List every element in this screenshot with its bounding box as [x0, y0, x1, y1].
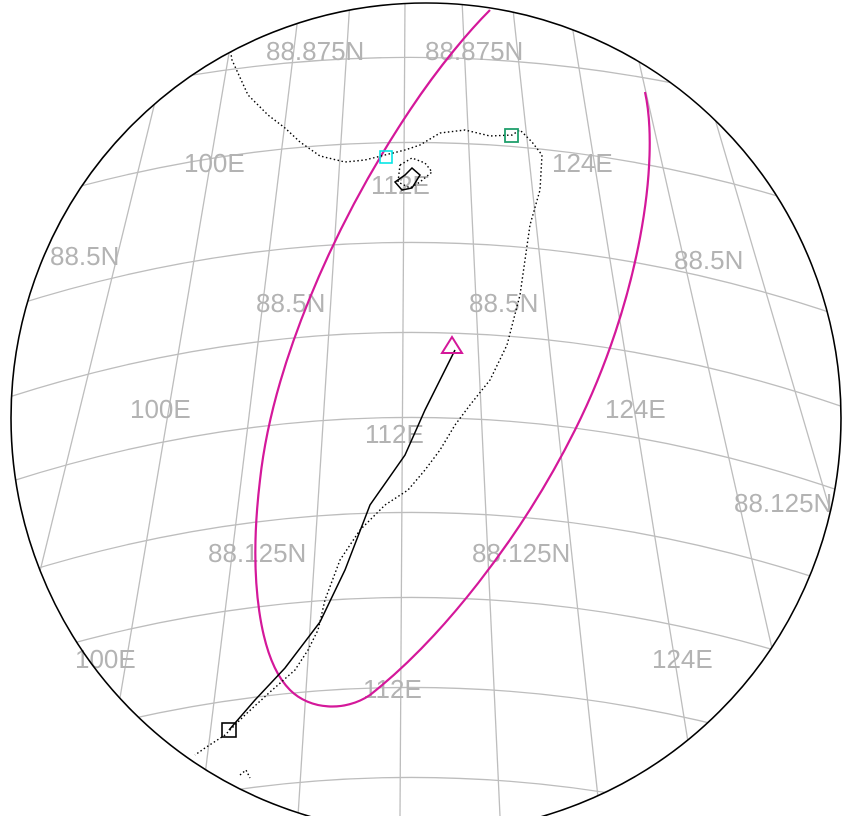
start-square-marker: [221, 722, 237, 738]
uncertainty-ellipse: [254, 9, 651, 708]
lon-label: 124E: [605, 394, 666, 424]
lat-label: 88.125N: [208, 538, 306, 568]
lat-label: 88.5N: [256, 288, 325, 318]
lat-line: [11, 596, 841, 676]
meridian: [11, 3, 131, 816]
lat-label: 88.875N: [425, 36, 523, 66]
dotted-loop: [397, 157, 433, 189]
lon-label: 100E: [130, 394, 191, 424]
end-triangle-marker: [440, 335, 464, 354]
meridian: [297, 3, 351, 816]
lon-label: 100E: [184, 148, 245, 178]
lat-line: [11, 416, 841, 496]
lat-line: [11, 241, 841, 321]
meridian: [199, 3, 301, 816]
lat-line: [11, 776, 841, 816]
meridian: [739, 3, 841, 816]
solid-loop: [393, 166, 421, 191]
dotted-coast-fragment: [239, 768, 251, 779]
grid-labels: 88.875N 88.875N 100E 112E 124E 88.5N 88.…: [50, 36, 832, 704]
lon-label: 124E: [552, 148, 613, 178]
lat-label: 88.125N: [472, 538, 570, 568]
meridian: [461, 3, 501, 816]
lat-line: [11, 511, 841, 591]
lat-label: 88.125N: [734, 488, 832, 518]
meridian: [399, 3, 406, 816]
lon-label: 112E: [371, 170, 430, 200]
lat-line: [11, 3, 841, 31]
solid-track: [228, 349, 456, 731]
meridian: [99, 3, 239, 816]
cyan-square-marker: [379, 150, 393, 164]
lat-label: 88.5N: [50, 241, 119, 271]
lat-line: [11, 141, 841, 221]
map-boundary: [10, 2, 842, 816]
meridian: [511, 3, 601, 816]
lon-label: 112E: [363, 674, 422, 704]
dotted-track: [194, 3, 543, 756]
meridian: [567, 3, 701, 816]
lat-line: [11, 331, 841, 411]
lat-label: 88.5N: [674, 245, 743, 275]
lat-label: 88.5N: [469, 288, 538, 318]
lat-line: [11, 686, 841, 766]
lat-label: 88.875N: [266, 36, 364, 66]
meridian: [679, 3, 841, 816]
lat-line: [11, 56, 841, 131]
lon-label: 124E: [652, 644, 713, 674]
lon-label: 100E: [75, 644, 136, 674]
green-square-marker: [504, 128, 519, 143]
